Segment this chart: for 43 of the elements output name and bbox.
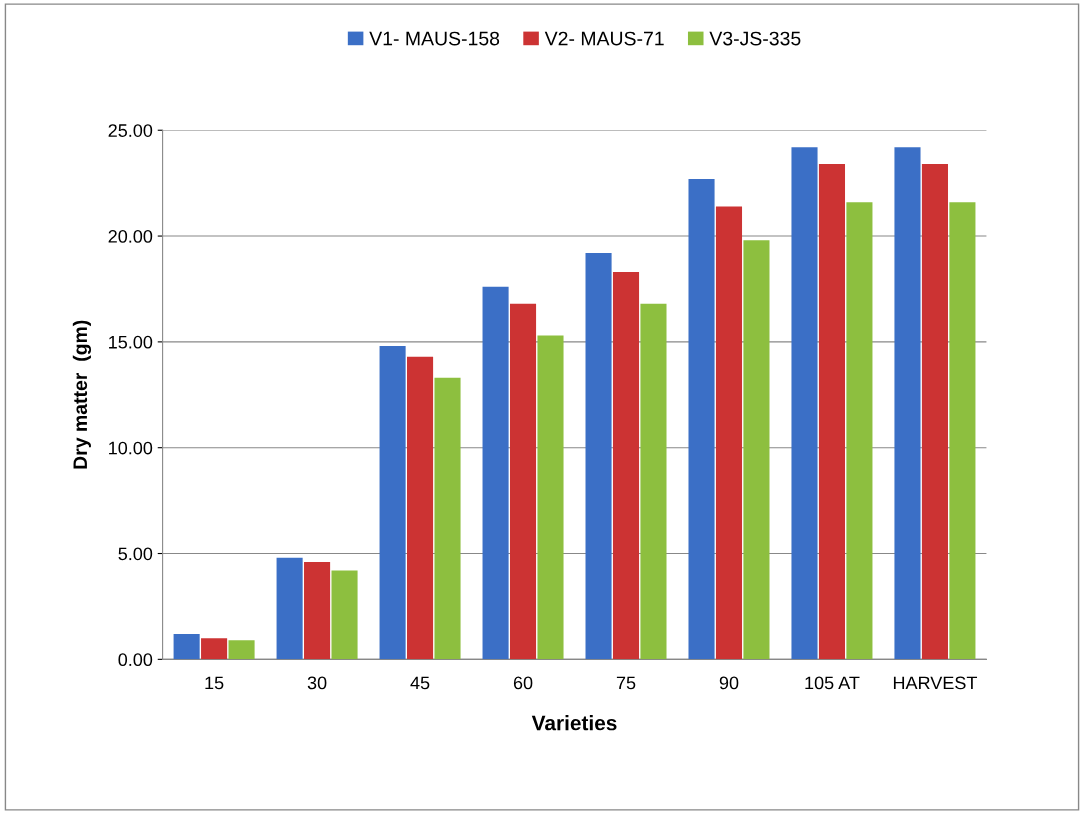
x-tick-label: 75 bbox=[616, 676, 636, 690]
y-tick-label: 25.00 bbox=[108, 124, 153, 137]
y-tick-label: 15.00 bbox=[109, 335, 153, 349]
bar bbox=[585, 252, 612, 660]
bar bbox=[379, 346, 406, 660]
bar bbox=[921, 164, 948, 660]
legend-label: V1- MAUS-158 bbox=[369, 31, 500, 46]
bar bbox=[818, 164, 846, 660]
bar bbox=[791, 147, 818, 660]
legend-label: V3-JS-335 bbox=[709, 31, 801, 46]
bar bbox=[612, 272, 640, 660]
bar bbox=[537, 335, 564, 660]
x-tick-label: 30 bbox=[307, 676, 327, 690]
bar bbox=[331, 570, 358, 660]
bar bbox=[715, 206, 743, 660]
bar bbox=[688, 178, 715, 660]
y-tick-label: 0.00 bbox=[118, 653, 153, 667]
bar bbox=[276, 557, 303, 660]
x-tick-label: 45 bbox=[410, 676, 430, 690]
bar bbox=[509, 303, 537, 660]
x-tick-label: 60 bbox=[513, 676, 533, 690]
x-tick-label: 105 AT bbox=[805, 676, 860, 690]
bar bbox=[482, 286, 509, 660]
y-tick-label: 20.00 bbox=[108, 229, 153, 243]
bar bbox=[846, 202, 873, 660]
x-axis-title: Varieties bbox=[531, 715, 617, 731]
bar bbox=[949, 202, 976, 660]
bar bbox=[894, 147, 921, 660]
y-tick-label: 10.00 bbox=[109, 441, 153, 455]
bar bbox=[304, 561, 331, 660]
bar bbox=[173, 633, 200, 660]
bar bbox=[201, 638, 228, 660]
x-tick-label: HARVEST bbox=[893, 676, 978, 690]
y-axis-title: Dry matter (gm) bbox=[72, 320, 92, 469]
bar bbox=[407, 356, 434, 660]
bar bbox=[640, 303, 667, 660]
x-tick-label: 90 bbox=[719, 676, 739, 690]
y-tick-label: 5.00 bbox=[118, 547, 153, 561]
bar bbox=[228, 640, 255, 660]
bar bbox=[743, 240, 770, 660]
legend-label: V2- MAUS-71 bbox=[544, 31, 664, 46]
bar bbox=[434, 377, 461, 660]
x-tick-label: 15 bbox=[205, 676, 224, 690]
